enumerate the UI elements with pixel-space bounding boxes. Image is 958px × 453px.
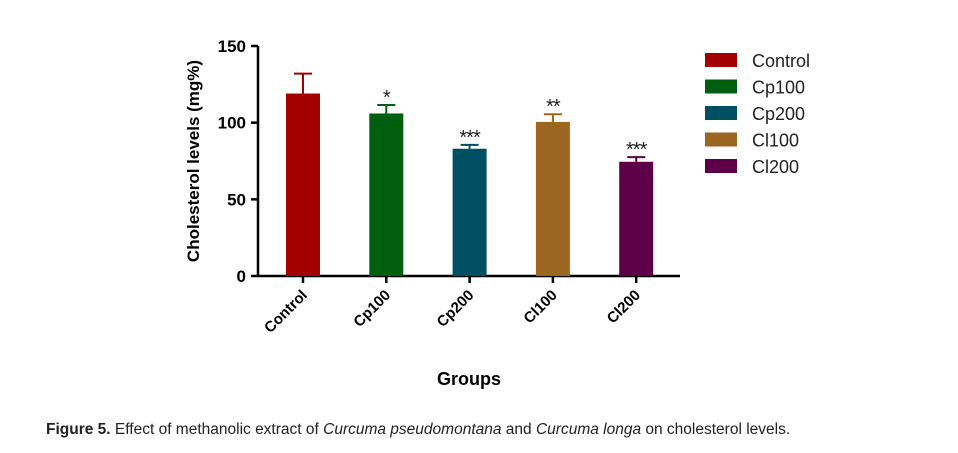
bar-cl100 [535,121,570,277]
x-axis-label: Groups [437,369,501,389]
y-tick-label: 100 [218,114,246,133]
caption-text: on cholesterol levels. [641,421,791,438]
legend-swatch-control [705,53,737,67]
y-tick-label: 0 [237,267,246,286]
caption-label: Figure 5. [46,421,111,438]
significance-marker: *** [626,139,648,161]
caption-text: Effect of methanolic extract of [110,421,324,438]
bar-control [286,93,320,277]
y-tick-label: 150 [218,37,246,56]
bar-cp100 [369,113,404,276]
legend-swatch-cl200 [705,159,737,173]
x-tick-label: Cp200 [434,287,478,331]
x-tick-label: Control [261,287,311,337]
legend-label: Cl100 [752,131,799,151]
legend-label: Control [752,51,810,71]
significance-marker: *** [459,127,481,149]
significance-marker: ** [546,96,561,118]
figure-caption: Figure 5. Effect of methanolic extract o… [46,421,790,439]
x-tick-label: Cp100 [350,287,394,331]
legend-swatch-cp200 [705,106,737,120]
bar-cl200 [619,161,654,276]
legend-swatch-cp100 [705,79,737,94]
legend-label: Cp200 [752,104,805,124]
legend-label: Cp100 [752,78,805,98]
legend-label: Cl200 [752,157,799,177]
bar-cp200 [452,148,487,276]
caption-species-2: Curcuma longa [535,421,642,438]
caption-text: and [501,421,536,438]
x-tick-label: Cl100 [520,287,560,327]
legend-swatch-cl100 [705,132,737,147]
y-tick-label: 50 [227,190,246,209]
y-axis-label: Cholesterol levels (mg%) [184,60,203,262]
x-tick-label: Cl200 [604,287,644,327]
caption-species-1: Curcuma pseudomontana [323,421,502,438]
significance-marker: * [383,87,391,109]
